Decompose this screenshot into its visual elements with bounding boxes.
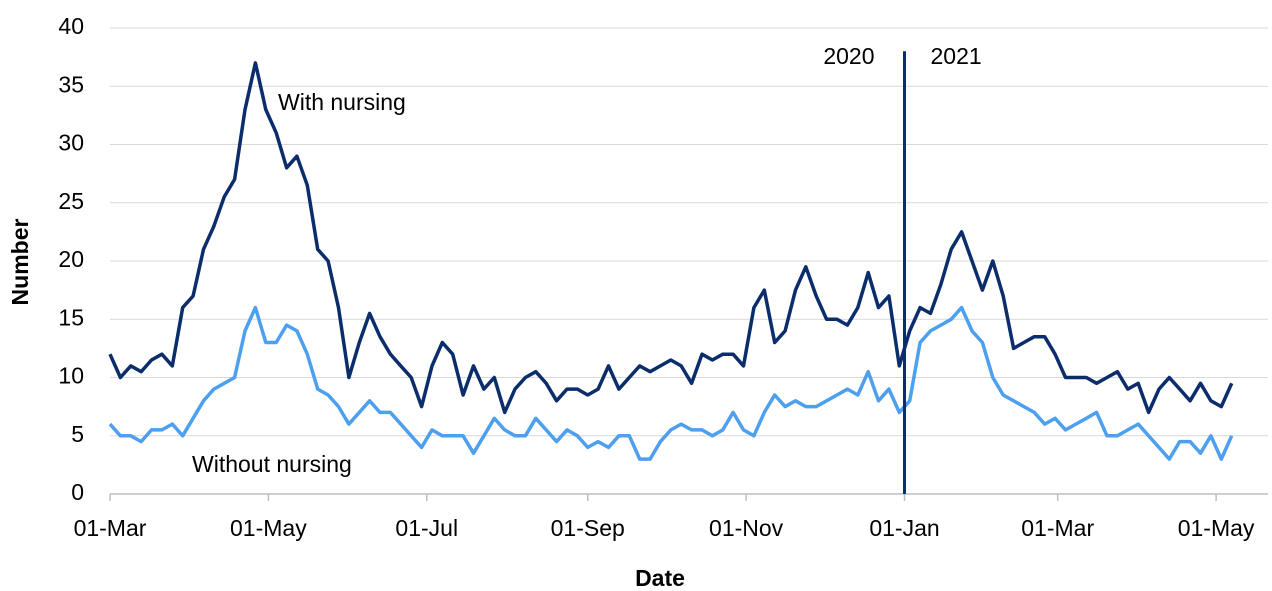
y-tick-label: 30 xyxy=(58,130,84,156)
y-tick-label: 40 xyxy=(58,13,84,39)
series-annotation: Without nursing xyxy=(192,451,352,477)
y-tick-label: 5 xyxy=(71,421,84,447)
x-tick-label: 01-Jul xyxy=(395,515,458,541)
x-tick-label: 01-Sep xyxy=(551,515,625,541)
x-tick-label: 01-Nov xyxy=(709,515,784,541)
y-tick-label: 20 xyxy=(58,246,84,272)
series-line xyxy=(108,305,1234,461)
x-tick-label: 01-May xyxy=(1178,515,1255,541)
x-tick-label: 01-May xyxy=(230,515,307,541)
year-label: 2021 xyxy=(931,43,982,69)
y-axis-label: Number xyxy=(7,219,33,306)
x-tick-label: 01-Jan xyxy=(869,515,939,541)
x-axis-label: Date xyxy=(635,565,685,591)
y-tick-label: 25 xyxy=(58,188,84,214)
y-tick-label: 0 xyxy=(71,479,84,505)
y-tick-label: 10 xyxy=(58,363,84,389)
year-label: 2020 xyxy=(823,43,874,69)
x-tick-label: 01-Mar xyxy=(74,515,147,541)
series-annotation: With nursing xyxy=(278,89,406,115)
y-tick-label: 15 xyxy=(58,304,84,330)
x-tick-label: 01-Mar xyxy=(1021,515,1094,541)
y-tick-label: 35 xyxy=(58,71,84,97)
series-line xyxy=(108,61,1234,415)
